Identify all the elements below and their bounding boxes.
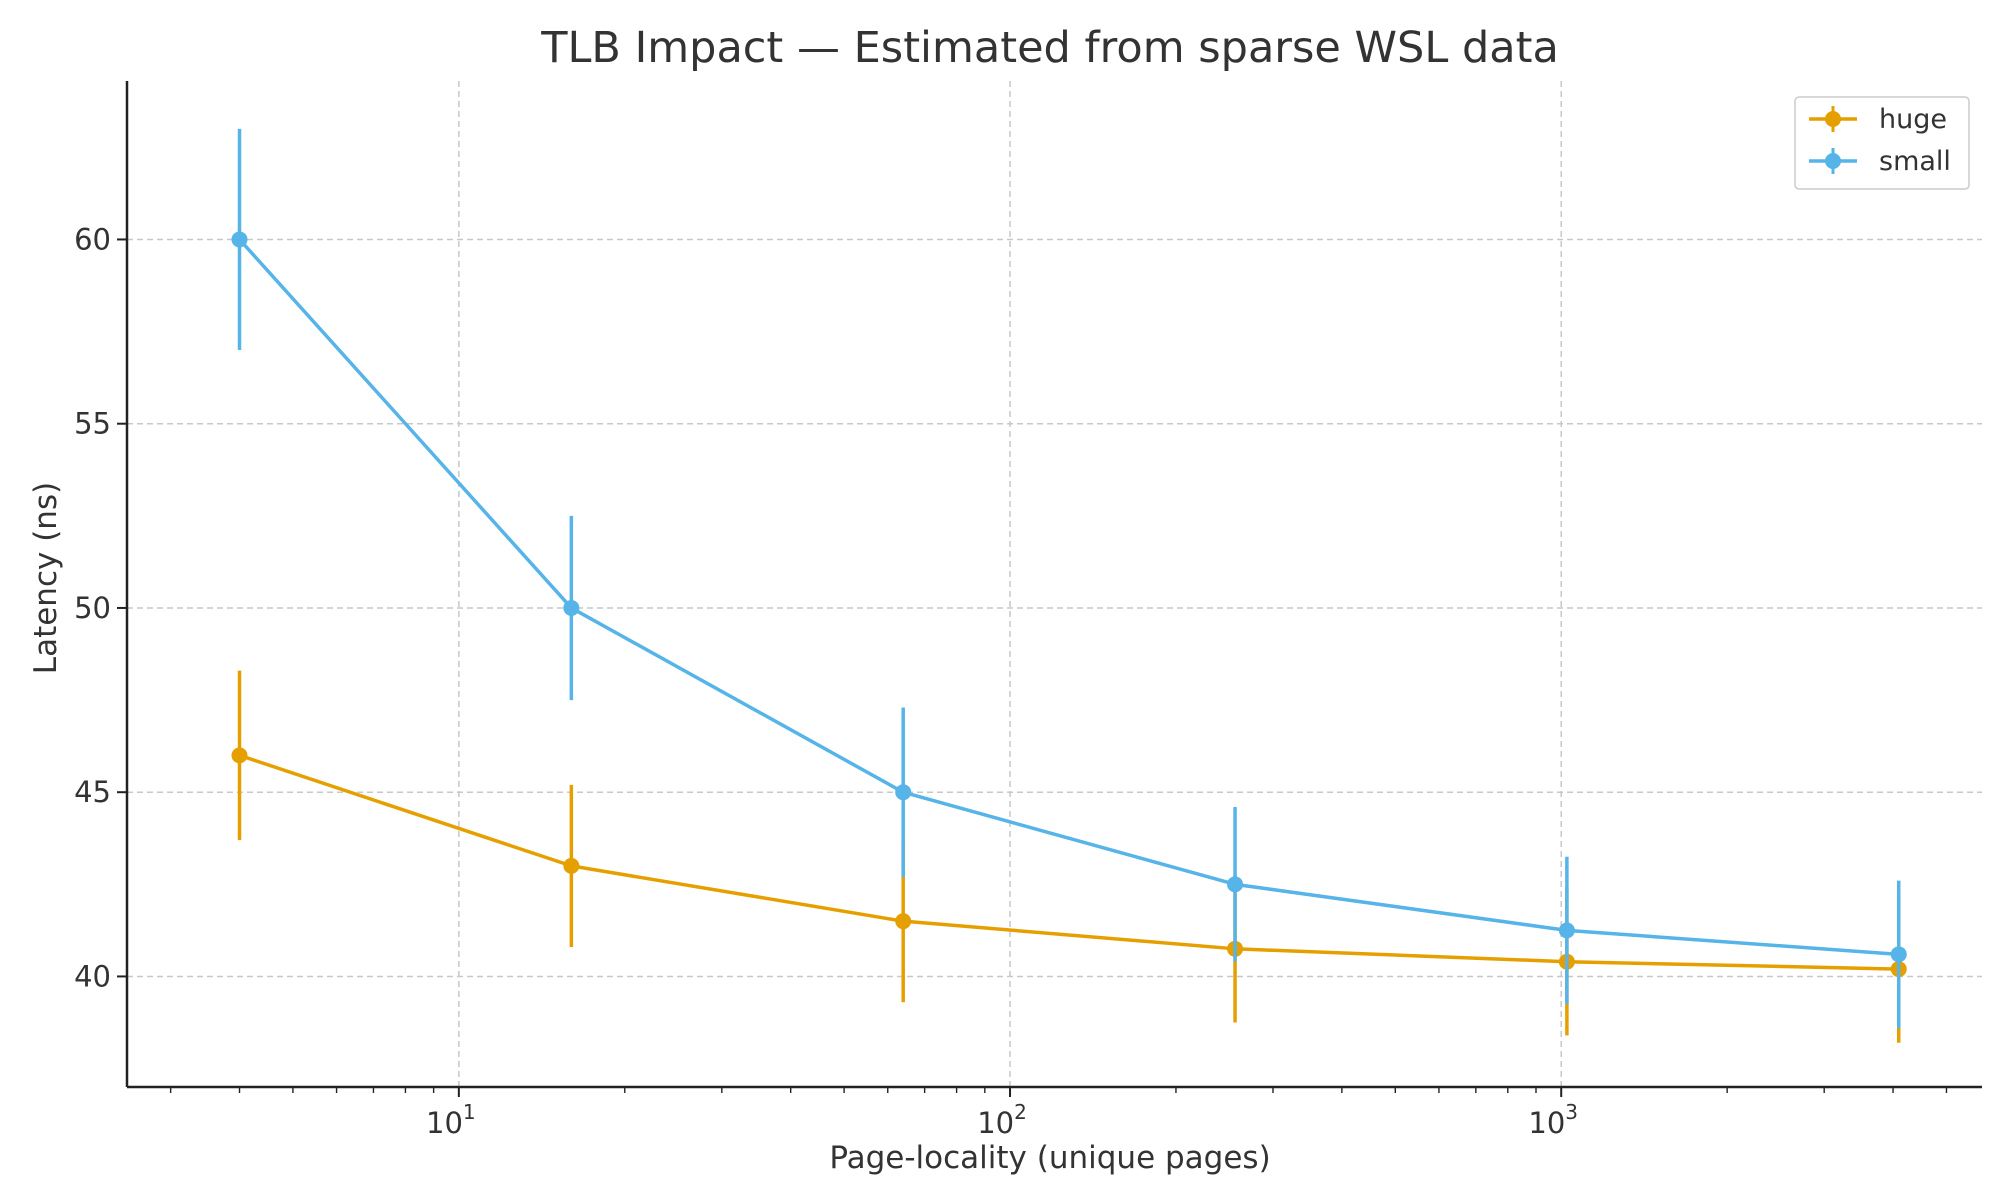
y-axis-label: Latency (ns) [28,482,64,674]
data-point-small [1227,876,1244,893]
y-tick-label: 45 [74,775,111,809]
data-point-small [563,599,580,616]
data-point-huge [563,857,580,874]
legend-label-huge: huge [1879,104,1947,135]
chart-title: TLB Impact — Estimated from sparse WSL d… [540,23,1559,73]
series-small [231,128,1907,1029]
y-tick-label: 50 [74,591,111,625]
data-point-huge [231,747,248,764]
y-tick-label: 60 [74,222,111,256]
x-tick-label: 102 [977,1100,1027,1140]
legend-item-small: small [1809,146,1951,177]
legend-marker-small [1825,153,1841,169]
y-tick-label: 40 [74,959,111,993]
legend-item-huge: huge [1809,104,1947,135]
grid [127,81,1982,1087]
x-axis-label: Page-locality (unique pages) [829,1140,1270,1176]
x-tick-label: 101 [426,1100,476,1140]
legend: huge small [1794,96,1970,190]
x-tick-label: 103 [1528,1100,1578,1140]
series-line-huge [238,753,1899,971]
data-point-small [895,784,912,801]
data-point-small [231,231,248,248]
data-point-small [1558,922,1575,939]
data-point-small [1890,946,1907,963]
legend-marker-huge [1825,111,1841,127]
series-huge [231,670,1907,1043]
legend-label-small: small [1879,146,1951,177]
axes: 40 45 50 55 60 101 102 103 [74,81,1982,1140]
y-tick-label: 55 [74,407,111,441]
data-point-huge [895,913,912,930]
series-line-small [238,238,1899,957]
series [231,128,1907,1043]
